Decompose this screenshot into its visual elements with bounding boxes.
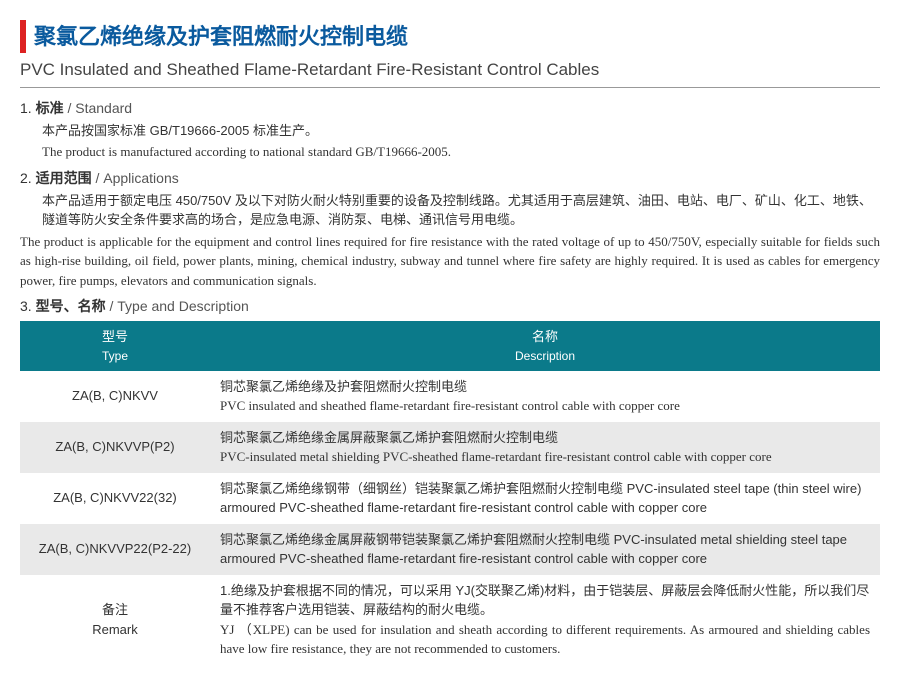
th-type: 型号 Type [20,321,210,371]
sec2-cn: 适用范围 [36,170,92,186]
sec1-num: 1. [20,100,32,116]
cell-type: ZA(B, C)NKVV [20,371,210,422]
desc-en: PVC insulated and sheathed flame-retarda… [220,398,680,413]
th-type-en: Type [28,347,202,365]
desc-cn: 铜芯聚氯乙烯绝缘钢带（细钢丝）铠装聚氯乙烯护套阻燃耐火控制电缆 PVC-insu… [220,481,861,516]
cell-type: ZA(B, C)NKVVP(P2) [20,422,210,473]
remark-body-en: YJ （XLPE) can be used for insulation and… [220,620,870,659]
type-table: 型号 Type 名称 Description ZA(B, C)NKVV 铜芯聚氯… [20,321,880,665]
th-type-cn: 型号 [102,329,128,344]
th-desc-en: Description [218,347,872,365]
th-desc-cn: 名称 [532,329,558,344]
remark-cn: 备注 [102,602,128,617]
sec1-body-en: The product is manufactured according to… [42,142,880,162]
desc-cn: 铜芯聚氯乙烯绝缘金属屏蔽聚氯乙烯护套阻燃耐火控制电缆 [220,430,558,445]
table-head-row: 型号 Type 名称 Description [20,321,880,371]
title-block: 聚氯乙烯绝缘及护套阻燃耐火控制电缆 PVC Insulated and Shea… [20,20,880,88]
cell-desc: 铜芯聚氯乙烯绝缘钢带（细钢丝）铠装聚氯乙烯护套阻燃耐火控制电缆 PVC-insu… [210,473,880,524]
cell-type: ZA(B, C)NKVVP22(P2-22) [20,524,210,575]
sec1-en: / Standard [67,100,132,116]
table-row-remark: 备注 Remark 1.绝缘及护套根据不同的情况，可以采用 YJ(交联聚乙烯)材… [20,575,880,665]
sec2-num: 2. [20,170,32,186]
cell-desc: 铜芯聚氯乙烯绝缘金属屏蔽钢带铠装聚氯乙烯护套阻燃耐火控制电缆 PVC-insul… [210,524,880,575]
desc-en: PVC-insulated metal shielding PVC-sheath… [220,449,772,464]
remark-en: Remark [92,622,138,637]
section-2-head: 2. 适用范围 / Applications [20,168,880,189]
sec3-cn: 型号、名称 [36,298,106,314]
sec2-en: / Applications [95,170,178,186]
desc-cn: 铜芯聚氯乙烯绝缘及护套阻燃耐火控制电缆 [220,379,467,394]
title-en: PVC Insulated and Sheathed Flame-Retarda… [20,57,880,83]
cell-desc: 铜芯聚氯乙烯绝缘及护套阻燃耐火控制电缆 PVC insulated and sh… [210,371,880,422]
desc-cn: 铜芯聚氯乙烯绝缘金属屏蔽钢带铠装聚氯乙烯护套阻燃耐火控制电缆 PVC-insul… [220,532,847,567]
sec3-en: / Type and Description [109,298,248,314]
sec1-cn: 标准 [36,100,64,116]
th-desc: 名称 Description [210,321,880,371]
cell-desc: 铜芯聚氯乙烯绝缘金属屏蔽聚氯乙烯护套阻燃耐火控制电缆 PVC-insulated… [210,422,880,473]
remark-body-cn: 1.绝缘及护套根据不同的情况，可以采用 YJ(交联聚乙烯)材料，由于铠装层、屏蔽… [220,583,869,618]
table-row: ZA(B, C)NKVV22(32) 铜芯聚氯乙烯绝缘钢带（细钢丝）铠装聚氯乙烯… [20,473,880,524]
sec2-body-cn: 本产品适用于额定电压 450/750V 及以下对防火耐火特别重要的设备及控制线路… [42,191,880,230]
cell-type: ZA(B, C)NKVV22(32) [20,473,210,524]
section-3-head: 3. 型号、名称 / Type and Description [20,296,880,317]
table-row: ZA(B, C)NKVV 铜芯聚氯乙烯绝缘及护套阻燃耐火控制电缆 PVC ins… [20,371,880,422]
sec3-num: 3. [20,298,32,314]
title-cn: 聚氯乙烯绝缘及护套阻燃耐火控制电缆 [20,20,880,53]
section-1-head: 1. 标准 / Standard [20,98,880,119]
table-row: ZA(B, C)NKVVP(P2) 铜芯聚氯乙烯绝缘金属屏蔽聚氯乙烯护套阻燃耐火… [20,422,880,473]
table-row: ZA(B, C)NKVVP22(P2-22) 铜芯聚氯乙烯绝缘金属屏蔽钢带铠装聚… [20,524,880,575]
sec2-body-en: The product is applicable for the equipm… [20,232,880,291]
sec1-body-cn: 本产品按国家标准 GB/T19666-2005 标准生产。 [42,121,880,141]
remark-label-cell: 备注 Remark [20,575,210,665]
remark-desc: 1.绝缘及护套根据不同的情况，可以采用 YJ(交联聚乙烯)材料，由于铠装层、屏蔽… [210,575,880,665]
